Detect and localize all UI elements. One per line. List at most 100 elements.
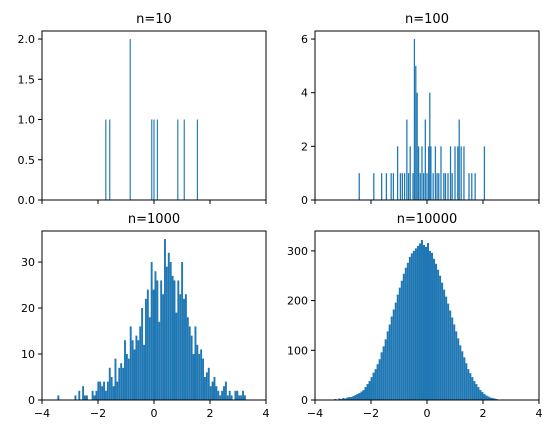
histogram-bar — [451, 317, 454, 400]
histogram-bar — [406, 262, 409, 400]
histogram-bar — [400, 280, 403, 400]
histogram-bar — [85, 395, 88, 400]
histogram-bar — [358, 393, 361, 400]
histogram-bar — [183, 119, 185, 200]
histogram-bar — [449, 146, 452, 200]
histogram-bar — [384, 339, 387, 400]
histogram-bar — [390, 173, 392, 200]
histogram-bar — [469, 373, 472, 400]
histogram-bar — [424, 119, 426, 200]
x-tick-label: −2 — [90, 407, 106, 420]
histogram-bar — [169, 262, 172, 400]
histogram-bar — [477, 387, 480, 400]
histogram-bar — [358, 173, 360, 200]
histogram-bar — [221, 390, 224, 400]
histogram-bar — [455, 331, 458, 400]
histogram-bar — [388, 324, 391, 400]
histogram-bar — [471, 173, 473, 200]
histogram-bar — [436, 173, 438, 200]
histogram-bar — [489, 397, 492, 400]
histogram-bar — [408, 256, 411, 400]
histogram-bar — [465, 363, 468, 400]
x-tick-label: 4 — [263, 407, 270, 420]
y-tick-label: 200 — [287, 295, 308, 308]
histogram-bar — [444, 173, 447, 200]
histogram-bar — [438, 173, 440, 200]
histogram-bar — [171, 275, 174, 400]
histogram-bar — [493, 398, 496, 400]
histogram-bar — [226, 395, 229, 400]
histogram-bar — [153, 119, 155, 200]
histogram-bar — [460, 146, 462, 200]
histogram-bar — [445, 296, 448, 400]
histogram-bar — [183, 298, 185, 400]
histogram-bar — [146, 289, 149, 400]
histogram-bar — [129, 39, 131, 200]
histogram-bar — [368, 381, 371, 400]
histogram-bar — [392, 173, 395, 200]
histogram-bar — [370, 377, 373, 400]
histogram-bar — [417, 146, 420, 200]
subplot-title: n=100 — [405, 12, 449, 27]
histogram-bar — [374, 369, 377, 400]
y-tick-label: 2 — [301, 140, 308, 153]
histogram-bar — [404, 267, 407, 400]
histogram-bar — [435, 263, 438, 400]
histogram-bar — [160, 280, 163, 400]
histogram-bar — [394, 302, 397, 400]
histogram-bar — [481, 392, 484, 400]
histogram-bar — [421, 146, 423, 200]
histogram-bar — [381, 173, 383, 200]
histogram-bar — [447, 173, 449, 200]
histogram-bar — [139, 326, 142, 400]
y-tick-label: 2.0 — [18, 33, 36, 46]
y-tick-label: 30 — [21, 256, 35, 269]
histogram-bar — [427, 242, 430, 400]
histogram-bar — [82, 386, 85, 400]
histogram-bar — [57, 395, 60, 400]
histogram-bar — [196, 119, 198, 200]
subplot-4: n=10000 −4 −2 0 2 4 0 100 200 300 — [287, 212, 543, 420]
histogram-bar — [433, 258, 436, 400]
histogram-bar — [110, 377, 113, 400]
histogram-bar — [443, 289, 446, 400]
x-tick-label: 0 — [151, 407, 158, 420]
histogram-bar — [196, 344, 199, 400]
subplot-1: n=10 0.0 0.5 1.0 1.5 2.0 — [18, 12, 267, 207]
histogram-bar — [432, 173, 434, 200]
histogram-bar — [154, 271, 157, 400]
histogram-bar — [372, 372, 375, 400]
histogram-bar — [479, 390, 482, 400]
histogram-bar — [184, 294, 187, 400]
histogram-bar — [434, 146, 437, 200]
histogram-bar — [219, 395, 222, 400]
histogram-bar — [181, 262, 184, 400]
y-tick-label: 0 — [301, 194, 308, 207]
histogram-bar — [443, 173, 445, 200]
histogram-bar — [118, 367, 121, 400]
histogram-bar — [362, 390, 365, 400]
histogram-bar — [474, 173, 476, 200]
histogram-bar — [112, 386, 115, 400]
histogram-bar — [148, 317, 151, 400]
histogram-bar — [234, 390, 237, 400]
histogram-bar — [131, 340, 134, 400]
histogram-bar — [106, 381, 109, 400]
histogram-bar — [125, 354, 128, 400]
histogram-bar — [192, 354, 195, 400]
histogram-bar — [390, 316, 393, 400]
histogram-bar — [122, 367, 125, 400]
histogram-bar — [190, 335, 193, 400]
histogram-bar — [150, 262, 153, 400]
histogram-bar — [198, 354, 201, 400]
histogram-bar — [152, 289, 155, 400]
histogram-bar — [144, 298, 147, 400]
histogram-bar — [382, 346, 385, 400]
histogram-bar — [91, 390, 94, 400]
histogram-bar — [109, 119, 111, 200]
histogram-bar — [114, 358, 117, 400]
histogram-bar — [207, 367, 210, 400]
histogram-bar — [177, 119, 179, 200]
histogram-bar — [137, 340, 140, 400]
histogram-bar — [360, 391, 363, 400]
